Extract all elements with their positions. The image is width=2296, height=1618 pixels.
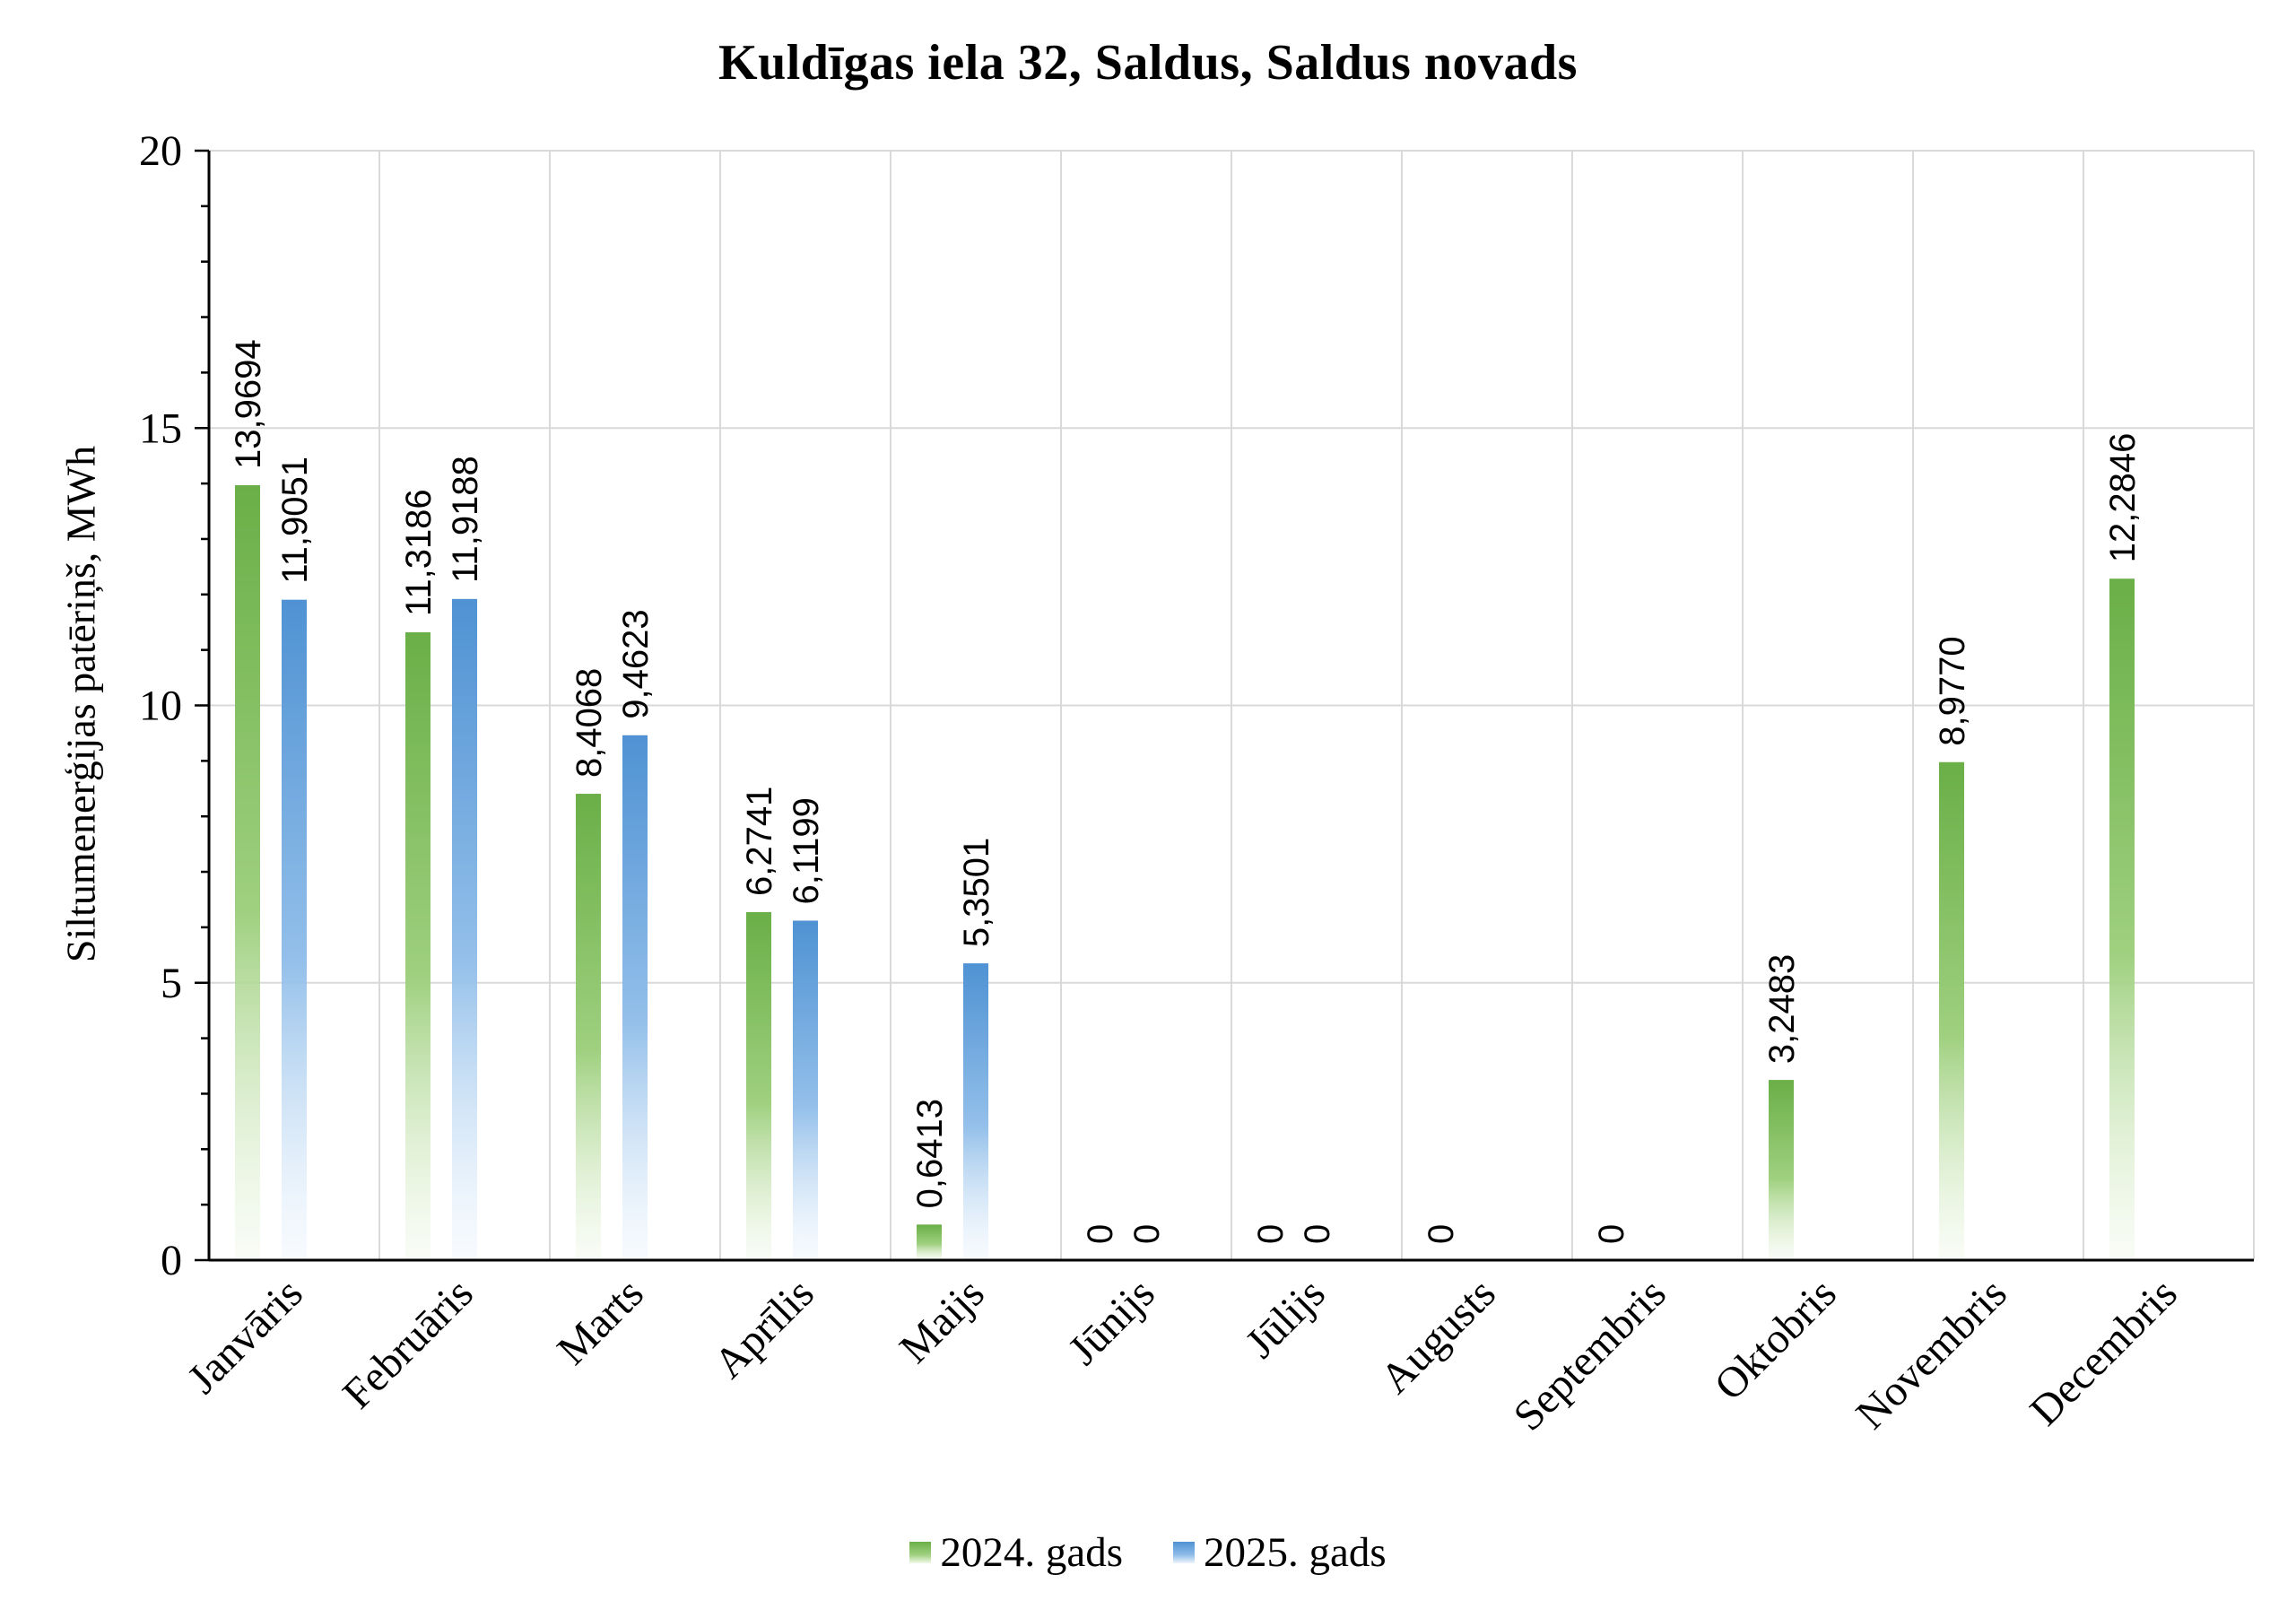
x-tick-label: Novembris <box>1847 1269 2015 1438</box>
x-tick-label: Februāris <box>334 1269 483 1418</box>
data-label: 0 <box>1298 1224 1337 1244</box>
bar-2025 <box>452 598 477 1260</box>
y-tick-label: 0 <box>161 1237 182 1284</box>
data-label: 3,2483 <box>1762 954 1802 1064</box>
y-tick-label: 15 <box>139 404 182 452</box>
bar-2024 <box>917 1224 942 1260</box>
chart-title: Kuldīgas iela 32, Saldus, Saldus novads <box>718 35 1578 91</box>
legend-item-2025: 2025. gads <box>1173 1528 1387 1577</box>
x-tick-label: Septembris <box>1505 1269 1675 1440</box>
bar-2025 <box>793 920 818 1260</box>
x-tick-label: Janvāris <box>178 1269 312 1403</box>
x-tick-label: Decembris <box>2021 1269 2186 1434</box>
legend-swatch-2024 <box>909 1542 932 1563</box>
data-label: 11,9051 <box>275 457 315 584</box>
bar-2024 <box>405 631 430 1260</box>
data-label: 13,9694 <box>229 339 268 469</box>
data-label: 5,3501 <box>957 838 996 947</box>
data-label: 12,2846 <box>2103 433 2143 563</box>
data-label: 9,4623 <box>616 609 656 718</box>
bar-2024 <box>1939 761 1964 1260</box>
legend-swatch-2025 <box>1173 1542 1195 1563</box>
x-tick-label: Aprīlis <box>705 1269 823 1387</box>
data-label: 0 <box>1592 1224 1631 1244</box>
data-label: 0 <box>1081 1224 1120 1244</box>
bar-2024 <box>2109 578 2135 1260</box>
x-tick-label: Jūnijs <box>1059 1269 1164 1374</box>
data-label: 11,3186 <box>399 489 439 616</box>
bar-2024 <box>576 794 601 1260</box>
legend-item-2024: 2024. gads <box>909 1528 1123 1577</box>
legend-label-2025: 2025. gads <box>1204 1529 1387 1576</box>
data-label: 0,6413 <box>910 1099 950 1208</box>
data-label: 8,4068 <box>570 668 609 778</box>
data-label: 11,9188 <box>446 456 485 583</box>
y-axis-label: Siltumenerģijas patēriņš, MWh <box>57 445 104 963</box>
x-tick-label: Jūlijs <box>1237 1269 1335 1367</box>
x-tick-label: Oktobris <box>1706 1269 1846 1409</box>
legend: 2024. gads 2025. gads <box>0 1528 2296 1577</box>
data-label: 0 <box>1127 1224 1167 1244</box>
bar-2025 <box>963 963 988 1260</box>
data-label: 8,9770 <box>1933 636 1972 745</box>
x-tick-label: Augusts <box>1371 1269 1505 1403</box>
y-tick-label: 20 <box>139 127 182 175</box>
bar-2025 <box>622 735 648 1260</box>
data-label: 0 <box>1251 1224 1291 1244</box>
y-tick-label: 5 <box>161 960 182 1007</box>
bar-2024 <box>1769 1080 1794 1260</box>
legend-label-2024: 2024. gads <box>940 1529 1123 1576</box>
data-label: 6,2741 <box>740 787 779 896</box>
x-tick-label: Marts <box>548 1269 653 1374</box>
bar-2025 <box>282 599 307 1260</box>
x-tick-label: Maijs <box>891 1269 994 1372</box>
data-label: 6,1199 <box>787 797 826 904</box>
y-tick-label: 10 <box>139 683 182 730</box>
bar-2024 <box>746 911 771 1260</box>
data-label: 0 <box>1422 1224 1461 1244</box>
bar-2024 <box>235 484 260 1260</box>
